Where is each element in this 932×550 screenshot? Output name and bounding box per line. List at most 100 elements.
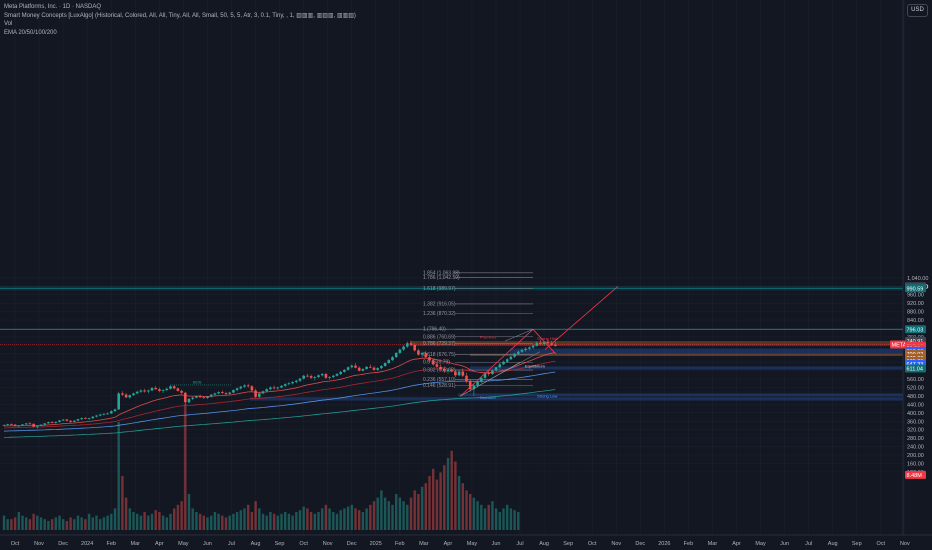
volume-bar bbox=[465, 490, 468, 530]
candle-body bbox=[443, 368, 446, 372]
candle-body bbox=[509, 356, 513, 360]
zone-discount-blue bbox=[458, 393, 903, 397]
candle-body bbox=[391, 357, 394, 361]
candle-body bbox=[387, 360, 391, 364]
candle-body bbox=[431, 360, 435, 365]
time-tick-label: Nov bbox=[611, 541, 621, 547]
candle-body bbox=[398, 349, 402, 353]
time-scale[interactable]: Oct Nov Dec 2024 Feb Mar Apr May Jun Jul Aug Sep Oct… bbox=[11, 541, 910, 547]
volume-bar bbox=[317, 512, 320, 530]
candle-body bbox=[224, 392, 228, 394]
candle-body bbox=[128, 395, 132, 398]
time-tick-label: Apr bbox=[732, 541, 741, 547]
fib-level-label: 0.618 (676.75) bbox=[423, 352, 456, 358]
candle-body bbox=[98, 414, 102, 416]
fib-level-label: 0.236 (557.10) bbox=[423, 377, 456, 383]
candle-body bbox=[320, 374, 324, 376]
volume-bar bbox=[354, 508, 357, 530]
time-tick-label: Sep bbox=[275, 541, 285, 547]
legend-volume-indicator[interactable]: Vol bbox=[4, 21, 13, 27]
price-tick-label: 560.00 bbox=[907, 377, 924, 383]
volume-bar bbox=[339, 510, 342, 530]
volume-bar bbox=[25, 517, 28, 530]
volume-bar bbox=[409, 497, 413, 530]
volume-bar bbox=[372, 501, 376, 530]
candle-body bbox=[306, 375, 309, 377]
time-tick-label: Jun bbox=[492, 541, 501, 547]
volume-bar bbox=[380, 490, 383, 530]
legend-symbol[interactable]: Meta Platforms, Inc. · 1D · NASDAQ bbox=[4, 4, 102, 10]
volume-bar bbox=[487, 504, 490, 530]
volume-bar bbox=[480, 504, 483, 530]
currency-button[interactable]: USD bbox=[907, 4, 928, 17]
fib-level-label: 1.618 (989.97) bbox=[423, 286, 456, 292]
time-tick-label: Aug bbox=[251, 541, 261, 547]
candle-body bbox=[161, 390, 165, 391]
volume-bar bbox=[21, 515, 24, 530]
candle-body bbox=[328, 376, 331, 378]
volume-bar bbox=[509, 508, 513, 530]
candle-body bbox=[110, 411, 113, 414]
volume-bar bbox=[258, 508, 261, 530]
candle-body bbox=[191, 397, 194, 399]
time-tick-label: Feb bbox=[106, 541, 115, 547]
volume-bar bbox=[265, 515, 268, 530]
time-tick-label: Feb bbox=[395, 541, 404, 547]
candle-body bbox=[2, 424, 6, 426]
candle-body bbox=[461, 371, 465, 376]
volume-bar bbox=[243, 508, 246, 530]
candle-body bbox=[298, 378, 302, 381]
time-tick-label: Sep bbox=[563, 541, 573, 547]
volume-bar bbox=[439, 472, 442, 530]
volume-bar bbox=[413, 490, 416, 530]
candle-body bbox=[106, 413, 109, 415]
volume-bar bbox=[232, 513, 235, 530]
volume-bar bbox=[502, 508, 505, 530]
volume-bar bbox=[513, 510, 516, 530]
candle-body bbox=[457, 371, 461, 376]
time-tick-label: Jun bbox=[203, 541, 212, 547]
volume-bar bbox=[309, 512, 313, 530]
candle-body bbox=[554, 344, 557, 346]
price-tick-label: 960.00 bbox=[907, 293, 924, 299]
time-tick-label: Feb bbox=[684, 541, 693, 547]
time-tick-label: Jul bbox=[805, 541, 812, 547]
candle-body bbox=[272, 387, 276, 389]
projection-line-up bbox=[459, 329, 534, 397]
candle-body bbox=[346, 367, 350, 370]
candle-body bbox=[39, 424, 43, 426]
time-tick-label: Nov bbox=[323, 541, 333, 547]
legend-ema-indicator[interactable]: EMA 20/50/100/200 bbox=[4, 29, 57, 36]
legend-smc-indicator[interactable]: Smart Money Concepts [LuxAlgo] (Historic… bbox=[4, 12, 356, 19]
smc-labels: Premium Equilibrium Discount Strong High Str… bbox=[170, 335, 558, 400]
time-tick-label: May bbox=[467, 541, 478, 547]
candle-body bbox=[465, 375, 468, 382]
label-bos: BOS bbox=[193, 380, 202, 385]
price-tick-label: 920.00 bbox=[907, 301, 924, 307]
price-tick-label: 280.00 bbox=[907, 436, 924, 442]
volume-bar bbox=[87, 513, 91, 530]
time-tick-label: 2025 bbox=[370, 541, 382, 547]
candle-body bbox=[520, 349, 524, 352]
candle-body bbox=[494, 367, 498, 371]
volume-bar bbox=[198, 513, 202, 530]
candle-body bbox=[324, 374, 328, 378]
volume-bar bbox=[254, 501, 257, 530]
candle-body bbox=[124, 394, 128, 398]
candle-body bbox=[313, 376, 317, 378]
candle-body bbox=[187, 398, 191, 403]
volume-bar bbox=[54, 517, 57, 530]
volume-bar bbox=[328, 508, 331, 530]
volume-bar bbox=[361, 512, 365, 530]
candle-body bbox=[517, 351, 520, 354]
candle-body bbox=[254, 390, 257, 397]
label-strong-low: Strong Low bbox=[537, 394, 557, 399]
candle-body bbox=[239, 386, 243, 389]
candle-body bbox=[487, 373, 490, 375]
time-tick-label: Oct bbox=[299, 541, 308, 547]
time-tick-label: Mar bbox=[708, 541, 718, 547]
candle-body bbox=[102, 413, 106, 415]
volume-bar bbox=[124, 497, 128, 530]
volume-bar bbox=[461, 483, 464, 530]
